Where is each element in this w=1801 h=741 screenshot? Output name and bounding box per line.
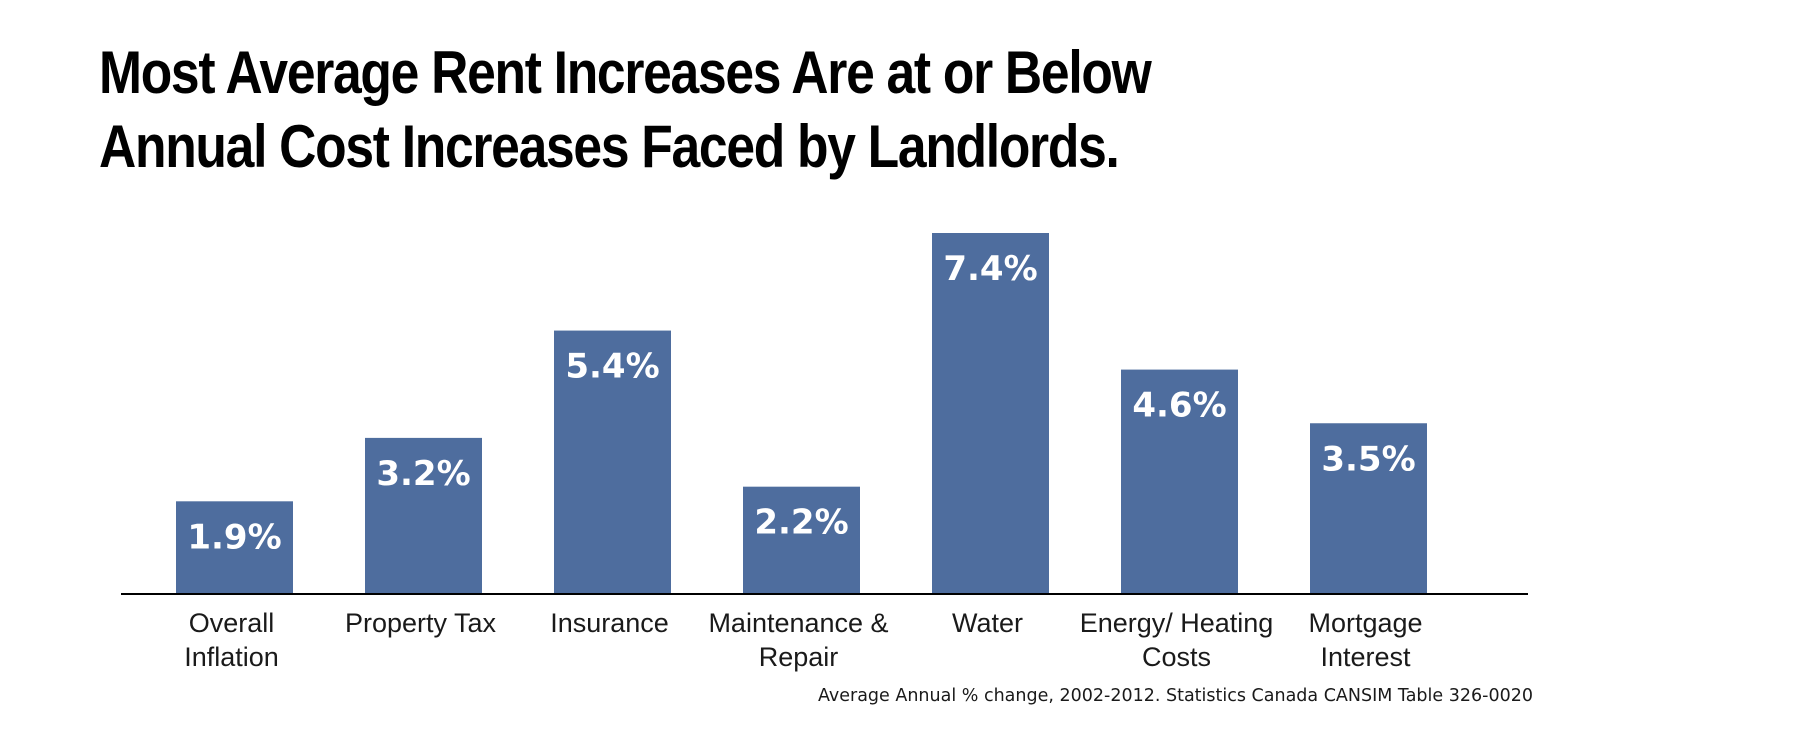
category-label-4: Water — [952, 608, 1023, 638]
chart-title-line-2: Annual Cost Increases Faced by Landlords… — [99, 113, 1120, 180]
bar-value-label-6: 3.5% — [1321, 439, 1415, 479]
category-labels-group: Overall Inflation Property Tax Insurance Mai… — [184, 608, 1422, 672]
value-labels-group: 1.9% 3.2% 5.4% 2.2% 7.4% 4.6% 3.5% — [187, 249, 1415, 557]
category-label-0-line-0: Overall — [189, 608, 275, 638]
category-label-5-line-0: Energy/ Heating — [1080, 608, 1274, 638]
bar-1 — [365, 437, 482, 594]
category-label-6: Mortgage Interest — [1308, 608, 1422, 672]
category-label-3-line-0: Maintenance & — [708, 608, 888, 638]
bar-5 — [1121, 369, 1238, 594]
bar-4 — [932, 233, 1049, 594]
bar-0 — [176, 501, 293, 594]
bar-value-label-1: 3.2% — [376, 454, 470, 494]
chart-title: Most Average Rent Increases Are at or Be… — [99, 36, 1152, 184]
bar-value-label-0: 1.9% — [187, 517, 281, 557]
category-label-2-line-0: Insurance — [550, 608, 669, 638]
category-label-6-line-1: Interest — [1320, 642, 1411, 672]
bar-6 — [1310, 423, 1427, 594]
bar-2 — [554, 330, 671, 594]
category-label-5: Energy/ Heating Costs — [1080, 608, 1274, 672]
category-label-4-line-0: Water — [952, 608, 1023, 638]
category-label-0: Overall Inflation — [184, 608, 279, 672]
category-label-3: Maintenance & Repair — [708, 608, 888, 672]
bars-group — [176, 233, 1427, 594]
source-note: Average Annual % change, 2002-2012. Stat… — [817, 686, 1533, 706]
chart-title-line-1: Most Average Rent Increases Are at or Be… — [99, 39, 1152, 106]
bar-value-label-3: 2.2% — [754, 503, 848, 543]
bar-value-label-2: 5.4% — [565, 347, 659, 387]
category-label-6-line-0: Mortgage — [1308, 608, 1422, 638]
bar-value-label-5: 4.6% — [1132, 386, 1226, 426]
category-label-2: Insurance — [550, 608, 669, 638]
category-label-1-line-0: Property Tax — [345, 608, 497, 638]
category-label-0-line-1: Inflation — [184, 642, 279, 672]
category-label-1: Property Tax — [345, 608, 497, 638]
bar-3 — [743, 486, 860, 594]
bar-value-label-4: 7.4% — [943, 249, 1037, 289]
category-label-5-line-1: Costs — [1142, 642, 1211, 672]
category-label-3-line-1: Repair — [759, 642, 839, 672]
